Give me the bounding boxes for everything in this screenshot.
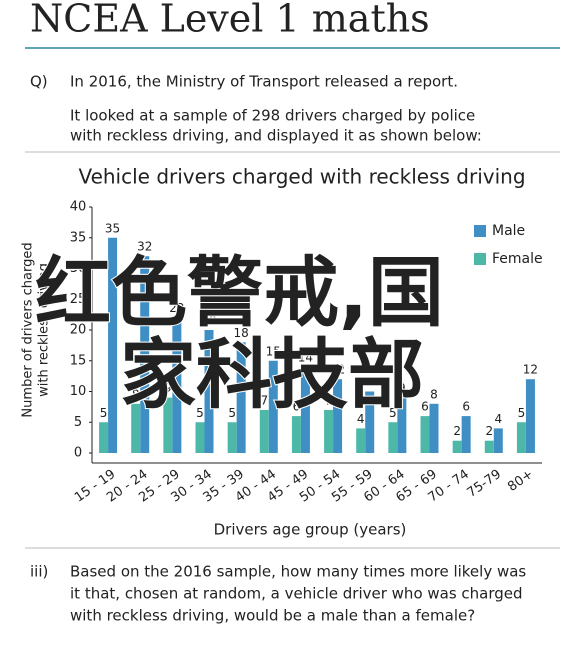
value-label: 2	[453, 424, 461, 438]
y-tick-label: 20	[70, 323, 87, 338]
bar	[461, 416, 471, 453]
legend-label: Female	[492, 251, 543, 267]
question-label: Q)	[30, 73, 48, 91]
bar	[525, 379, 535, 453]
value-label: 14	[298, 350, 313, 364]
value-label: 20	[201, 314, 216, 328]
bar	[259, 409, 269, 453]
value-label: 5	[228, 406, 236, 420]
value-label: 9	[164, 381, 172, 395]
value-label: 6	[421, 400, 429, 414]
value-label: 32	[137, 240, 152, 254]
y-tick-label: 0	[74, 446, 82, 461]
value-label: 7	[325, 393, 333, 407]
value-label: 5	[100, 406, 108, 420]
question-text: with reckless driving, and displayed it …	[70, 127, 482, 145]
x-axis-title: Drivers age group (years)	[214, 521, 407, 539]
bar	[484, 440, 494, 453]
bar	[516, 422, 526, 453]
value-label: 8	[430, 387, 438, 401]
bar	[204, 330, 214, 453]
legend-label: Male	[492, 223, 525, 239]
part-text: it that, chosen at random, a vehicle dri…	[70, 585, 523, 603]
bar	[429, 403, 439, 453]
value-label: 22	[169, 301, 184, 315]
watermark: 红色警戒,国	[35, 248, 444, 337]
bar	[163, 397, 173, 453]
value-label: 15	[266, 344, 281, 358]
bar	[333, 379, 343, 453]
value-label: 2	[485, 424, 493, 438]
part-label: iii)	[30, 563, 48, 581]
bar	[365, 391, 375, 453]
value-label: 35	[105, 221, 120, 235]
y-tick-label: 30	[70, 261, 87, 276]
value-label: 4	[494, 412, 502, 426]
question-text: It looked at a sample of 298 drivers cha…	[70, 107, 475, 125]
bar	[291, 416, 301, 453]
y-tick-label: 5	[74, 415, 82, 430]
value-label: 5	[196, 406, 204, 420]
value-label: 5	[389, 406, 397, 420]
y-tick-label: 15	[70, 353, 87, 368]
bar	[140, 256, 150, 453]
bar	[300, 366, 310, 453]
value-label: 8	[132, 387, 140, 401]
bar	[420, 416, 430, 453]
legend-swatch	[474, 225, 486, 237]
part-text: Based on the 2016 sample, how many times…	[70, 563, 526, 581]
bar	[356, 428, 366, 453]
bar	[99, 422, 109, 453]
chart-title: Vehicle drivers charged with reckless dr…	[78, 165, 525, 189]
value-label: 6	[293, 400, 301, 414]
bar	[388, 422, 398, 453]
header-title: NCEA Level 1 maths	[30, 0, 430, 41]
bar	[268, 360, 278, 453]
bar	[324, 409, 334, 453]
bar	[236, 342, 246, 453]
value-label: 7	[260, 393, 268, 407]
bar	[131, 403, 141, 453]
value-label: 9	[398, 381, 406, 395]
y-tick-label: 35	[70, 230, 87, 245]
question-text: In 2016, the Ministry of Transport relea…	[70, 73, 458, 91]
value-label: 18	[234, 326, 249, 340]
value-label: 12	[330, 363, 345, 377]
bar	[195, 422, 205, 453]
y-tick-label: 10	[70, 384, 87, 399]
y-axis-title: Number of drivers charged	[21, 242, 36, 417]
value-label: 10	[362, 375, 377, 389]
y-tick-label: 40	[70, 200, 87, 215]
bar	[493, 428, 503, 453]
y-tick-label: 25	[70, 292, 87, 307]
legend-swatch	[474, 253, 486, 265]
bar	[452, 440, 462, 453]
value-label: 5	[518, 406, 526, 420]
y-axis-title: with reckless driving	[37, 263, 52, 397]
bar	[227, 422, 237, 453]
value-label: 12	[523, 363, 538, 377]
part-text: with reckless driving, would be a male t…	[70, 607, 475, 625]
watermark: 家科技部	[120, 330, 424, 419]
bar	[397, 397, 407, 453]
bar	[172, 317, 182, 453]
value-label: 6	[462, 400, 470, 414]
value-label: 4	[357, 412, 365, 426]
bar	[108, 237, 118, 453]
